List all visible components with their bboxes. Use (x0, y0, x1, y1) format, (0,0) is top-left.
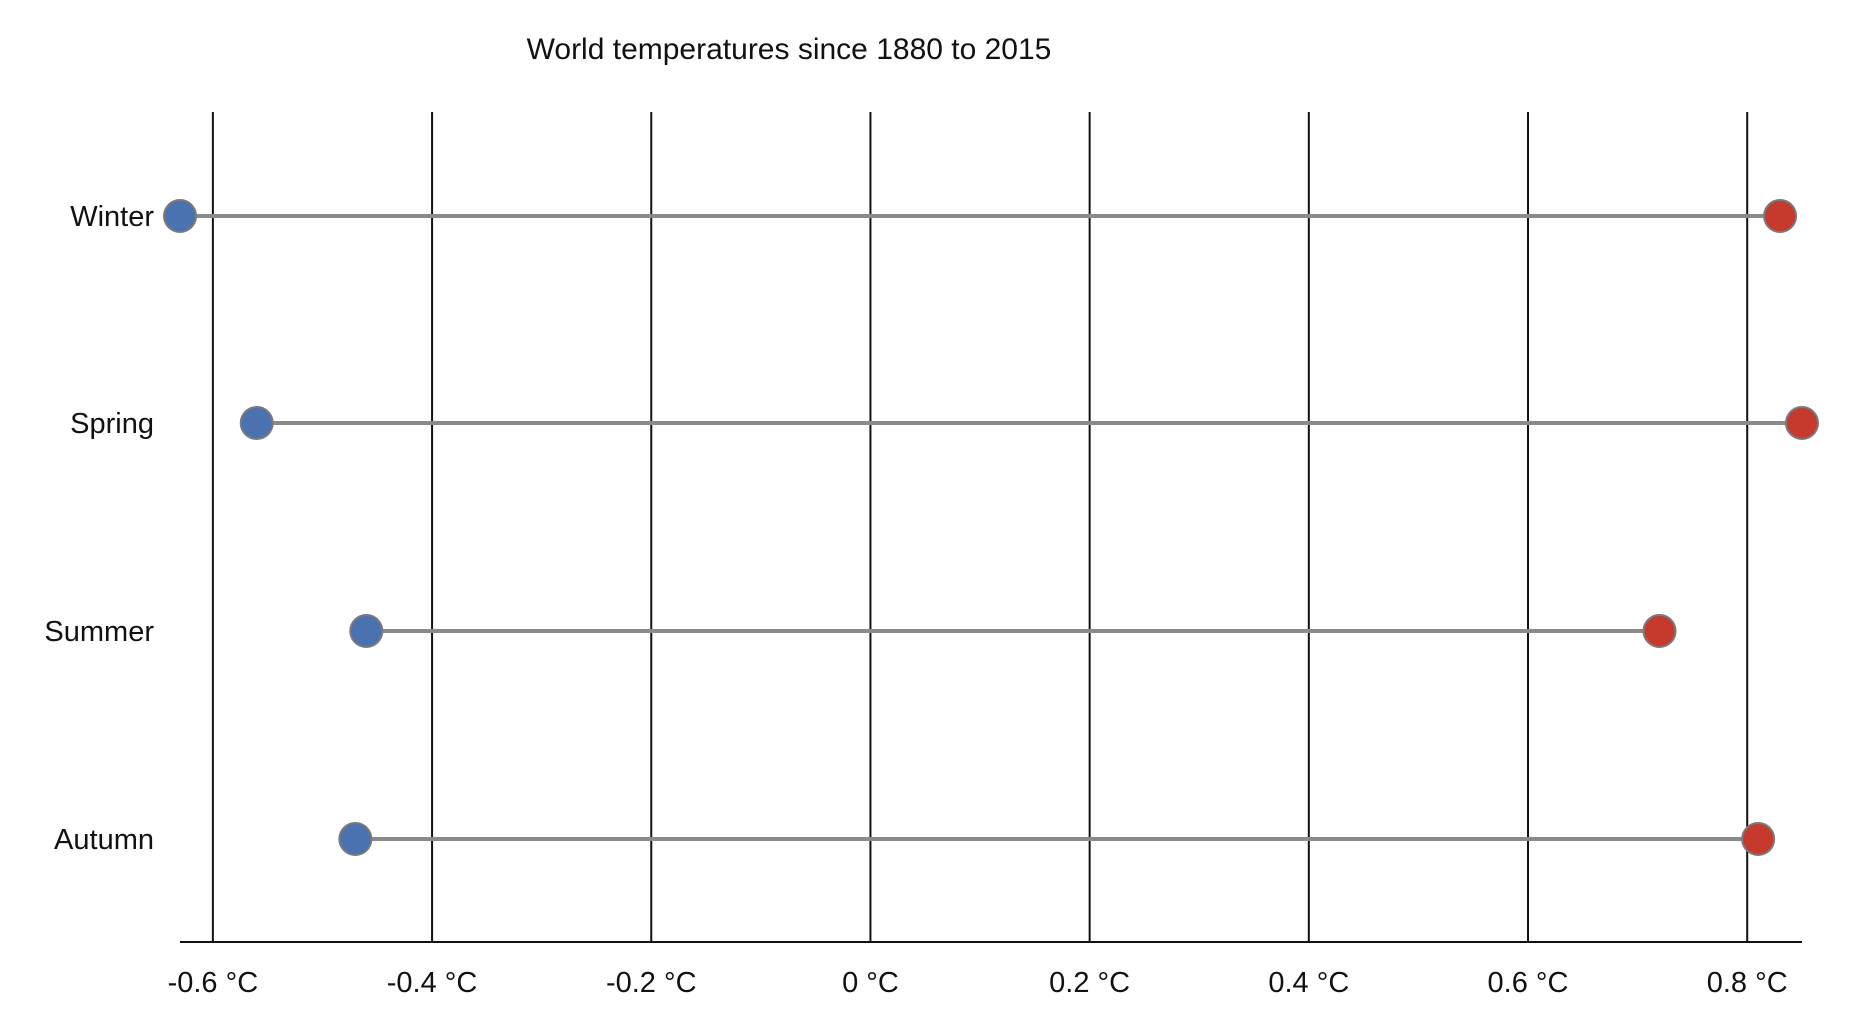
x-tick-label: -0.4 °C (387, 967, 478, 999)
category-labels: Winter Spring Summer Autumn (44, 201, 154, 856)
x-tick-label: -0.2 °C (606, 967, 697, 999)
end-point (1741, 822, 1776, 856)
x-tick-label: 0.8 °C (1707, 967, 1788, 999)
x-tick-label: 0.2 °C (1049, 967, 1130, 999)
end-point (1642, 614, 1677, 648)
connector-lines (180, 214, 1802, 841)
data-points (163, 199, 1819, 856)
start-point (163, 199, 197, 233)
x-tick-label: 0.4 °C (1268, 967, 1349, 999)
start-point (239, 406, 274, 440)
end-point (1785, 406, 1819, 440)
category-label: Autumn (54, 824, 154, 856)
grid-layer (211, 112, 1749, 942)
start-point (349, 614, 384, 648)
x-tick-label: 0.6 °C (1488, 967, 1569, 999)
x-tick-label: -0.6 °C (168, 967, 259, 999)
category-label: Winter (70, 201, 154, 233)
category-label: Spring (70, 408, 154, 440)
chart-title: World temperatures since 1880 to 2015 (527, 33, 1052, 66)
category-label: Summer (44, 616, 154, 648)
start-point (338, 822, 373, 856)
x-axis: -0.6 °C -0.4 °C -0.2 °C 0 °C 0.2 °C 0.4 °C 0.6… (168, 941, 1802, 999)
x-tick-label: 0 °C (842, 967, 899, 999)
end-point (1763, 199, 1798, 233)
